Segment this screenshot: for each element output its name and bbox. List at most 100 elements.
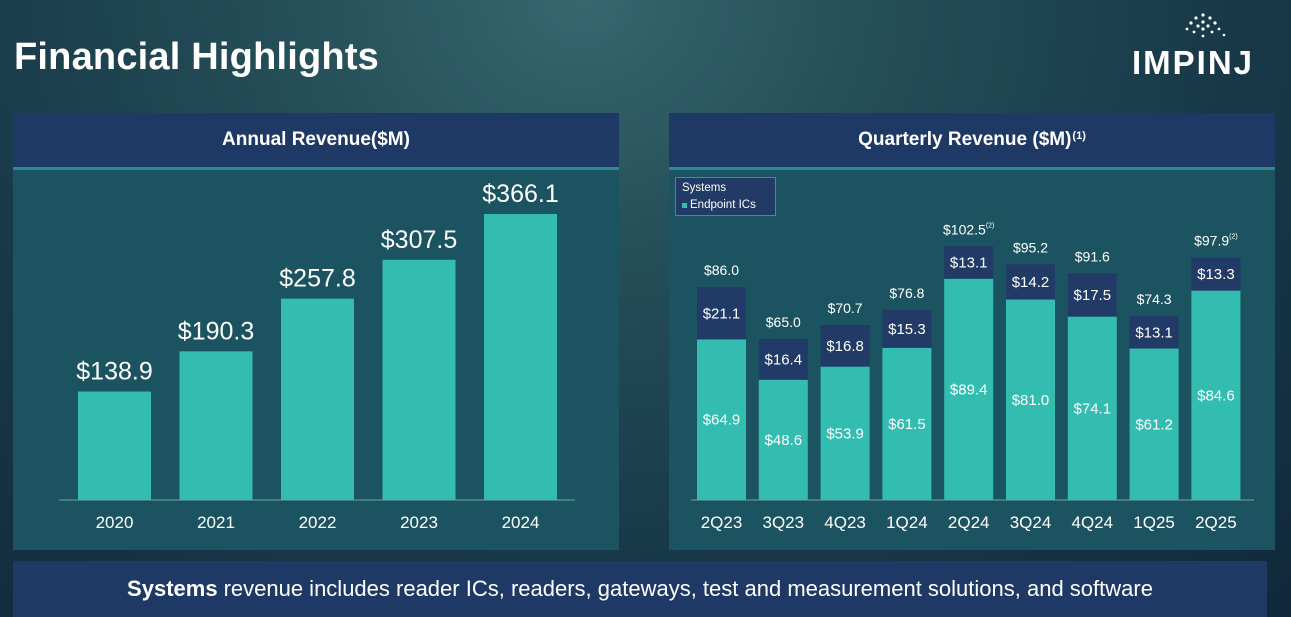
quarterly-category-label: 4Q24 <box>1072 513 1114 532</box>
quarterly-revenue-chart: $64.9 $21.1 $86.0 2Q23 $48.6 $16.4 $65.0 3Q23 $5… <box>691 221 1254 532</box>
systems-bar <box>1006 264 1055 300</box>
systems-bar <box>697 287 746 340</box>
systems-value-label: $13.3 <box>1197 266 1235 283</box>
quarterly-category-label: 1Q24 <box>886 513 928 532</box>
footer-note: Systems revenue includes reader ICs, rea… <box>13 561 1267 617</box>
systems-value-label: $14.2 <box>1012 274 1050 291</box>
total-value-text: $65.0 <box>766 314 801 330</box>
quarterly-category-label: 3Q24 <box>1010 513 1052 532</box>
total-value-text: $74.3 <box>1137 291 1172 307</box>
page-title: Financial Highlights <box>14 36 380 78</box>
quarterly-category-label: 4Q23 <box>824 513 866 532</box>
legend-endpoint-swatch <box>682 203 687 208</box>
annual-bar <box>179 351 253 500</box>
total-value-text: $91.6 <box>1075 248 1110 264</box>
total-value-text: $97.9 <box>1194 233 1229 249</box>
endpoint-ics-bar <box>1129 348 1179 500</box>
legend-item-systems: Systems <box>682 180 769 197</box>
systems-value-label: $16.8 <box>826 338 864 355</box>
annual-bar <box>484 214 557 500</box>
annual-category-label: 2022 <box>299 513 337 532</box>
annual-category-label: 2020 <box>96 513 134 532</box>
endpoint-ics-value-label: $64.9 <box>703 412 741 429</box>
total-value-label: $65.0 <box>766 314 801 330</box>
annual-value-label: $307.5 <box>381 226 457 254</box>
systems-bar <box>1191 257 1241 291</box>
systems-bar <box>820 325 870 367</box>
annual-category-label: 2024 <box>502 513 540 532</box>
annual-bar <box>78 391 151 500</box>
legend-systems-label: Systems <box>682 182 727 194</box>
endpoint-ics-value-label: $84.6 <box>1197 387 1235 404</box>
logo-dots-icon <box>1185 13 1226 38</box>
systems-bar <box>1067 273 1117 317</box>
systems-value-label: $17.5 <box>1074 287 1112 304</box>
endpoint-ics-bar <box>944 278 994 500</box>
annual-revenue-chart: $138.9 2020 $190.3 2021 $257.8 2022 $307.5 2023… <box>59 180 575 532</box>
systems-value-label: $15.3 <box>888 321 926 338</box>
total-value-label: $74.3 <box>1137 291 1172 307</box>
footer-note-text: revenue includes reader ICs, readers, ga… <box>223 576 1153 601</box>
quarterly-category-label: 3Q23 <box>763 513 805 532</box>
total-value-text: $70.7 <box>828 300 863 316</box>
quarterly-category-label: 2Q25 <box>1195 513 1237 532</box>
annual-category-label: 2021 <box>197 513 235 532</box>
endpoint-ics-value-label: $81.0 <box>1012 392 1050 409</box>
endpoint-ics-value-label: $74.1 <box>1074 400 1112 417</box>
endpoint-ics-value-label: $61.2 <box>1135 416 1173 433</box>
footer-note-bold: Systems <box>127 576 218 601</box>
systems-bar <box>758 339 808 380</box>
legend-item-endpoint-ics: Endpoint ICs <box>682 197 769 214</box>
total-value-text: $102.5 <box>943 221 986 237</box>
systems-bar <box>882 309 932 348</box>
annual-value-label: $366.1 <box>482 180 558 208</box>
quarterly-legend: Systems Endpoint ICs <box>675 177 776 216</box>
systems-value-label: $13.1 <box>950 255 988 272</box>
quarterly-revenue-title: Quarterly Revenue ($M) <box>858 129 1072 150</box>
endpoint-ics-bar <box>820 366 870 500</box>
logo-text: IMPINJ <box>1132 44 1255 81</box>
systems-value-label: $16.4 <box>765 351 803 368</box>
total-value-label: $86.0 <box>704 262 739 278</box>
endpoint-ics-bar <box>1067 316 1117 500</box>
annual-bar <box>281 298 354 500</box>
quarterly-category-label: 2Q24 <box>948 513 990 532</box>
total-value-footnote: (2) <box>1229 234 1238 241</box>
endpoint-ics-value-label: $53.9 <box>826 425 864 442</box>
total-value-label: $91.6 <box>1075 248 1110 264</box>
total-value-label: $95.2 <box>1013 239 1048 255</box>
total-value-footnote: (2) <box>986 222 995 229</box>
annual-revenue-panel: Annual Revenue($M) $138.9 2020 $190.3 2021 $… <box>13 113 619 550</box>
quarterly-category-label: 2Q23 <box>701 513 743 532</box>
systems-bar <box>944 246 994 279</box>
total-value-label: $70.7 <box>828 300 863 316</box>
systems-value-label: $21.1 <box>703 305 741 322</box>
annual-value-label: $138.9 <box>76 357 152 385</box>
endpoint-ics-bar <box>882 347 932 500</box>
total-value-text: $95.2 <box>1013 239 1048 255</box>
systems-value-label: $13.1 <box>1135 324 1173 341</box>
annual-value-label: $190.3 <box>178 317 254 345</box>
annual-revenue-title: Annual Revenue($M) <box>222 129 410 150</box>
quarterly-category-label: 1Q25 <box>1133 513 1175 532</box>
endpoint-ics-value-label: $89.4 <box>950 381 988 398</box>
impinj-logo: IMPINJ <box>1128 12 1278 81</box>
endpoint-ics-bar <box>1191 290 1241 500</box>
systems-bar <box>1129 316 1179 349</box>
endpoint-ics-value-label: $48.6 <box>765 432 803 449</box>
quarterly-revenue-header: Quarterly Revenue ($M) (1) <box>669 113 1275 170</box>
endpoint-ics-bar <box>758 379 808 500</box>
total-value-label: $76.8 <box>889 285 924 301</box>
endpoint-ics-bar <box>1006 299 1055 500</box>
annual-category-label: 2023 <box>400 513 438 532</box>
total-value-text: $86.0 <box>704 262 739 278</box>
endpoint-ics-value-label: $61.5 <box>888 416 926 433</box>
legend-endpoint-label: Endpoint ICs <box>690 199 756 211</box>
total-value-label: $102.5(2) <box>943 221 994 237</box>
total-value-label: $97.9(2) <box>1194 233 1238 249</box>
endpoint-ics-bar <box>697 339 746 500</box>
quarterly-revenue-title-note: (1) <box>1072 130 1086 142</box>
annual-value-label: $257.8 <box>279 265 355 293</box>
total-value-text: $76.8 <box>889 285 924 301</box>
annual-revenue-header: Annual Revenue($M) <box>13 113 619 170</box>
